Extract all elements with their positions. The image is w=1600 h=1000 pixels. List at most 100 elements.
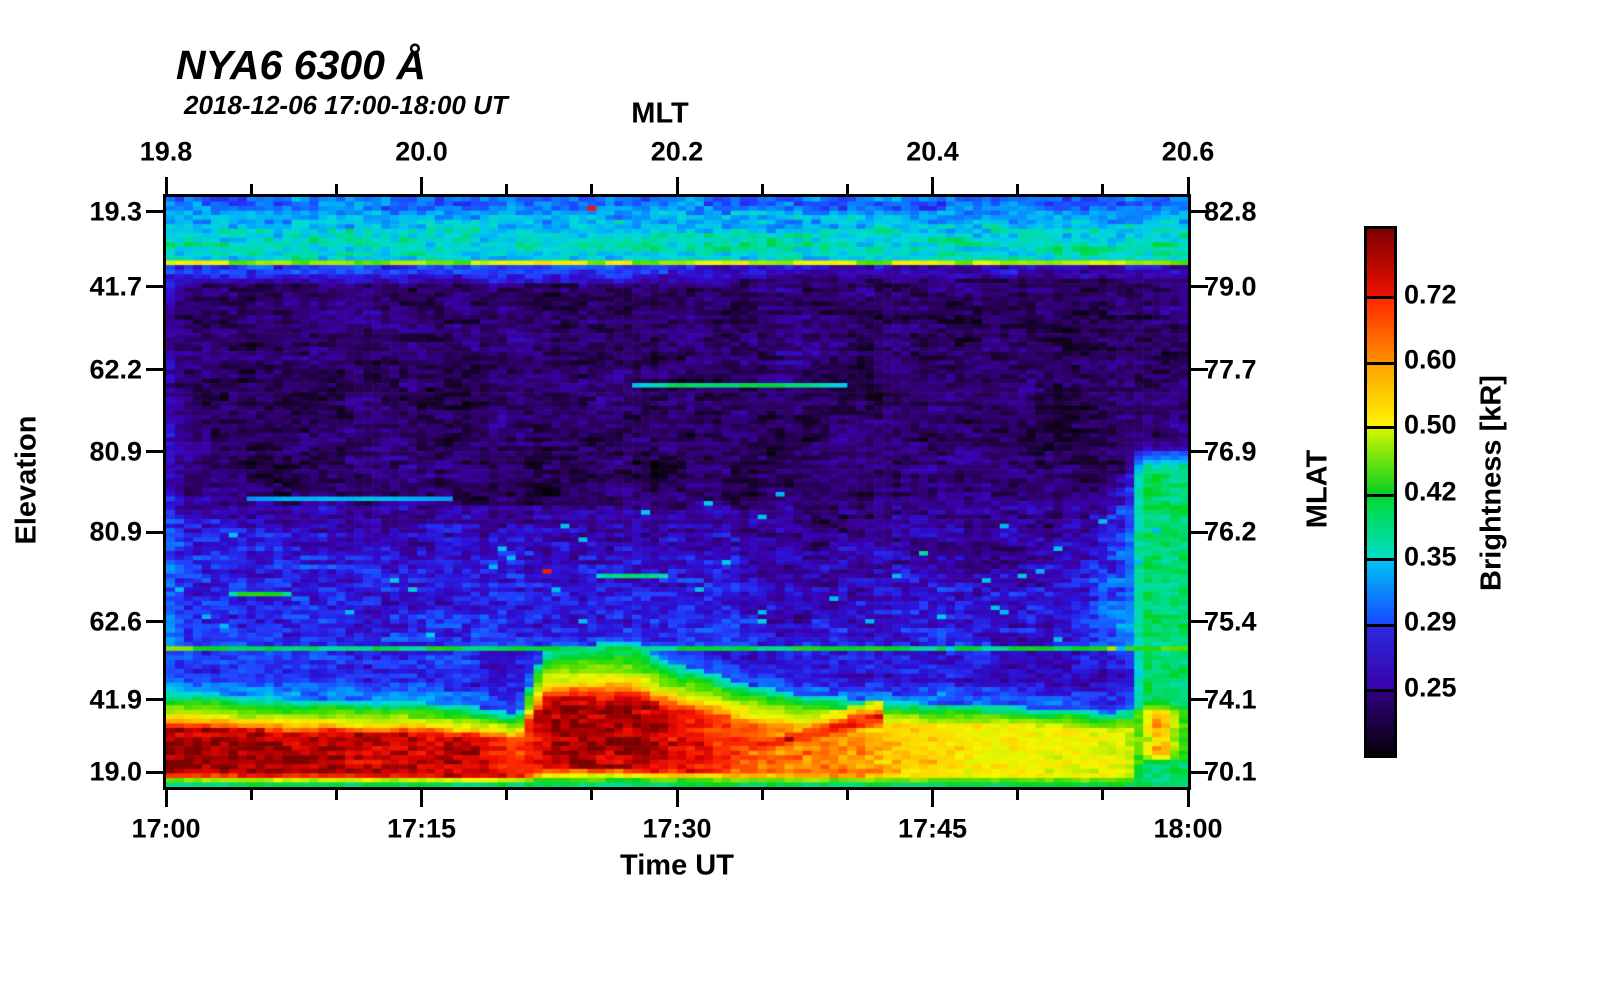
colorbar-segment bbox=[1367, 495, 1394, 560]
right-tick bbox=[1191, 210, 1208, 214]
page-title: NYA6 6300 Å bbox=[176, 42, 426, 88]
colorbar-divider bbox=[1367, 296, 1394, 300]
bottom-tick bbox=[164, 790, 168, 807]
top-tick bbox=[1016, 184, 1020, 194]
left-tick-label: 19.3 bbox=[89, 196, 142, 227]
left-tick bbox=[146, 285, 163, 289]
left-tick bbox=[146, 770, 163, 774]
right-tick-label: 76.2 bbox=[1204, 516, 1257, 547]
bottom-tick bbox=[334, 790, 338, 800]
top-tick-label: 20.4 bbox=[906, 136, 959, 167]
top-tick bbox=[1101, 184, 1105, 194]
right-tick bbox=[1191, 620, 1208, 624]
top-tick bbox=[249, 184, 253, 194]
right-axis-label-mlat: MLAT bbox=[1301, 449, 1334, 529]
top-tick bbox=[675, 177, 679, 194]
top-tick-label: 20.2 bbox=[650, 136, 704, 167]
right-tick-label: 82.8 bbox=[1204, 196, 1257, 227]
left-tick bbox=[146, 210, 163, 214]
colorbar bbox=[1364, 226, 1397, 758]
top-tick bbox=[1186, 177, 1190, 194]
bottom-tick bbox=[249, 790, 253, 800]
colorbar-segment bbox=[1367, 363, 1394, 428]
left-tick-label: 62.6 bbox=[89, 606, 142, 637]
colorbar-tick-label: 0.29 bbox=[1404, 606, 1457, 637]
colorbar-tick-label: 0.60 bbox=[1404, 344, 1457, 375]
colorbar-segment bbox=[1367, 427, 1394, 496]
top-tick-label: 19.8 bbox=[139, 136, 193, 167]
right-tick-label: 75.4 bbox=[1204, 606, 1257, 637]
left-tick bbox=[146, 450, 163, 454]
top-tick bbox=[334, 184, 338, 194]
top-tick bbox=[590, 184, 594, 194]
bottom-tick-label: 17:30 bbox=[642, 813, 712, 844]
bottom-tick bbox=[420, 790, 423, 807]
keogram-heatmap bbox=[166, 197, 1188, 787]
left-tick-label: 62.2 bbox=[89, 354, 142, 385]
bottom-tick bbox=[931, 790, 934, 807]
bottom-tick bbox=[1101, 790, 1105, 800]
colorbar-tick-label: 0.72 bbox=[1404, 279, 1457, 310]
top-axis-label-mlt: MLT bbox=[631, 97, 689, 130]
bottom-tick bbox=[1186, 790, 1190, 807]
left-tick-label: 80.9 bbox=[89, 516, 142, 547]
bottom-tick bbox=[505, 790, 509, 800]
left-tick-label: 80.9 bbox=[89, 436, 142, 467]
top-tick-label: 20.0 bbox=[395, 136, 448, 167]
colorbar-title-brightness: Brightness [kR] bbox=[1475, 375, 1508, 591]
colorbar-divider bbox=[1367, 361, 1394, 365]
colorbar-tick-label: 0.35 bbox=[1404, 541, 1457, 572]
plot-frame bbox=[163, 194, 1191, 790]
left-tick-label: 19.0 bbox=[89, 756, 142, 787]
bottom-tick bbox=[1016, 790, 1020, 800]
right-tick-label: 74.1 bbox=[1204, 684, 1257, 715]
top-tick bbox=[505, 184, 509, 194]
colorbar-tick-label: 0.50 bbox=[1404, 409, 1457, 440]
colorbar-divider bbox=[1367, 426, 1394, 430]
bottom-tick-label: 17:15 bbox=[386, 813, 457, 844]
colorbar-divider bbox=[1367, 493, 1394, 497]
top-tick bbox=[845, 184, 849, 194]
right-tick-label: 79.0 bbox=[1204, 271, 1257, 302]
right-tick bbox=[1191, 285, 1208, 289]
left-tick bbox=[146, 620, 163, 624]
bottom-axis-label-time-ut: Time UT bbox=[620, 849, 734, 882]
bottom-tick-label: 17:00 bbox=[131, 813, 201, 844]
colorbar-segment bbox=[1367, 559, 1394, 626]
left-tick bbox=[146, 530, 163, 534]
colorbar-segment bbox=[1367, 229, 1394, 298]
right-tick bbox=[1191, 530, 1208, 534]
left-tick-label: 41.9 bbox=[89, 684, 142, 715]
colorbar-divider bbox=[1367, 623, 1394, 627]
top-tick bbox=[931, 177, 934, 194]
right-tick bbox=[1191, 770, 1208, 774]
bottom-tick bbox=[845, 790, 849, 800]
right-tick-label: 76.9 bbox=[1204, 436, 1257, 467]
bottom-tick-label: 18:00 bbox=[1153, 813, 1223, 844]
bottom-tick bbox=[590, 790, 594, 800]
right-tick bbox=[1191, 450, 1208, 454]
top-tick bbox=[760, 184, 764, 194]
colorbar-divider bbox=[1367, 558, 1394, 562]
top-tick bbox=[164, 177, 168, 194]
bottom-tick-label: 17:45 bbox=[897, 813, 968, 844]
right-tick-label: 70.1 bbox=[1204, 756, 1257, 787]
colorbar-segment bbox=[1367, 625, 1394, 691]
left-tick bbox=[146, 698, 163, 702]
right-tick bbox=[1191, 698, 1208, 702]
top-tick-label: 20.6 bbox=[1161, 136, 1215, 167]
colorbar-tick-label: 0.25 bbox=[1404, 672, 1457, 703]
right-tick-label: 77.7 bbox=[1204, 354, 1257, 385]
colorbar-divider bbox=[1367, 689, 1394, 693]
colorbar-segment bbox=[1367, 690, 1394, 755]
top-tick bbox=[420, 177, 423, 194]
bottom-tick bbox=[760, 790, 764, 800]
left-axis-label-elevation: Elevation bbox=[10, 415, 43, 545]
left-tick-label: 41.7 bbox=[89, 271, 142, 302]
subtitle-date-range: 2018-12-06 17:00-18:00 UT bbox=[184, 90, 508, 120]
bottom-tick bbox=[675, 790, 679, 807]
colorbar-segment bbox=[1367, 297, 1394, 364]
colorbar-tick-label: 0.42 bbox=[1404, 476, 1457, 507]
left-tick bbox=[146, 368, 163, 372]
